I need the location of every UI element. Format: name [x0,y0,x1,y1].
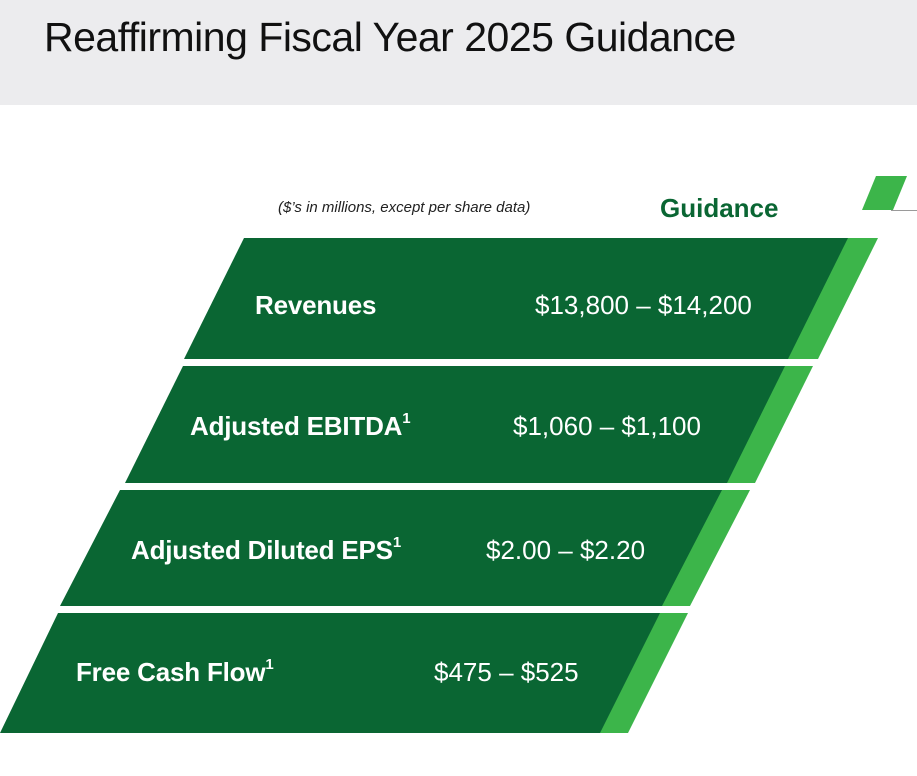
row-value-adjusted-ebitda: $1,060 – $1,100 [513,411,701,441]
row-label-adjusted-ebitda: Adjusted EBITDA1 [190,410,411,441]
units-note: ($’s in millions, except per share data) [278,199,531,216]
guidance-heading: Guidance [660,193,779,223]
row-band-revenues [184,238,848,359]
title-band [0,0,917,105]
row-value-revenues: $13,800 – $14,200 [535,290,752,320]
row-label-free-cash-flow: Free Cash Flow1 [76,656,274,687]
row-label-adjusted-diluted-eps: Adjusted Diluted EPS1 [131,534,401,565]
row-band-adjusted-ebitda [125,366,785,483]
row-band-adjusted-diluted-eps [60,490,722,606]
footnote-marker: 1 [392,534,401,552]
accent-slash-shape [862,176,907,210]
page-title: Reaffirming Fiscal Year 2025 Guidance [44,14,736,60]
guide-line [891,210,917,211]
row-band-free-cash-flow [0,613,660,733]
row-value-adjusted-diluted-eps: $2.00 – $2.20 [486,535,646,565]
footnote-marker: 1 [402,410,411,428]
footnote-marker: 1 [265,656,274,674]
row-value-free-cash-flow: $475 – $525 [434,657,579,687]
row-label-revenues: Revenues [255,290,377,320]
